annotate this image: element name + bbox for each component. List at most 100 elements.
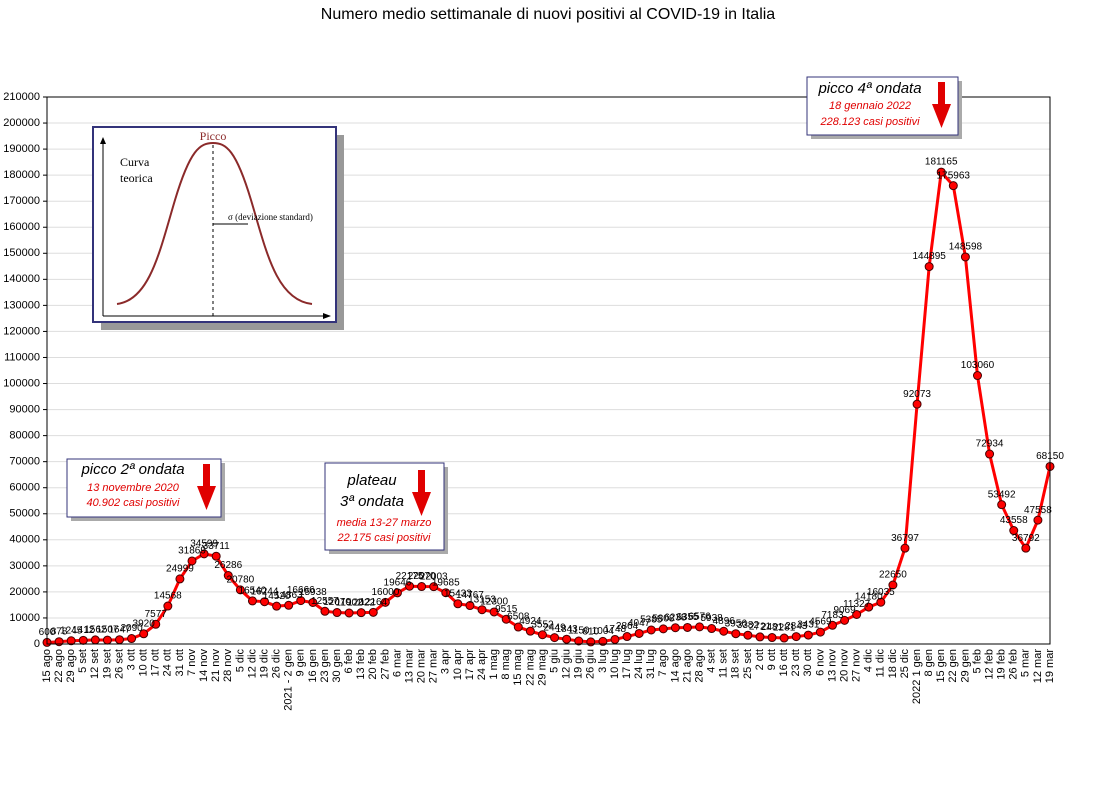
annotation-line: 40.902 casi positivi — [87, 497, 180, 509]
y-tick-label: 160000 — [3, 221, 40, 233]
y-tick-label: 150000 — [3, 247, 40, 259]
x-tick-label: 27 nov — [851, 649, 863, 683]
data-label: 6238 — [664, 612, 687, 623]
data-label: 72934 — [976, 439, 1004, 450]
inset-label: teorica — [120, 171, 153, 185]
data-label: 1748 — [604, 624, 627, 635]
bell-curve — [116, 141, 313, 305]
arrow — [932, 82, 951, 128]
data-point — [513, 622, 523, 632]
x-tick-label: 12 feb — [983, 649, 995, 680]
data-point — [803, 630, 813, 640]
arrow — [197, 464, 216, 510]
annotation-line: 22.175 casi positivi — [337, 532, 431, 544]
data-label: 175963 — [937, 170, 971, 181]
annotation: picco 4ª ondata 18 gennaio 2022 228.123 … — [806, 76, 962, 139]
data-point — [417, 582, 427, 592]
y-tick-label: 70000 — [9, 456, 40, 468]
x-tick-label: 1 mag — [488, 649, 500, 680]
x-tick-label: 31 lug — [645, 649, 657, 679]
inset-title: Picco — [200, 129, 227, 143]
data-label: 1843 — [556, 624, 579, 635]
x-tick-label: 9 ott — [766, 649, 778, 670]
data-point — [840, 615, 850, 625]
x-tick-label: 10 apr — [452, 649, 464, 681]
x-tick-label: 24 ott — [162, 649, 174, 677]
x-tick-label: 31 ott — [174, 649, 186, 677]
x-tick-label: 15 ago — [41, 649, 53, 683]
data-point — [247, 596, 257, 606]
y-tick-label: 130000 — [3, 299, 40, 311]
y-tick-label: 60000 — [9, 482, 40, 494]
x-tick-label: 17 ott — [150, 649, 162, 677]
x-tick-label: 5 set — [77, 649, 89, 673]
annotation-box — [66, 458, 222, 518]
x-tick-label: 14 nov — [198, 649, 210, 683]
x-tick-label: 6 feb — [343, 649, 355, 673]
data-point — [1033, 515, 1043, 525]
data-label: 3920 — [133, 618, 156, 629]
data-label: 1412 — [72, 625, 95, 636]
data-point — [356, 608, 366, 618]
data-point — [658, 624, 668, 634]
data-point — [755, 632, 765, 642]
data-label: 1150 — [568, 626, 590, 637]
x-tick-label: 12 mar — [1032, 649, 1044, 684]
data-point — [719, 626, 729, 636]
data-label: 92073 — [903, 389, 931, 400]
x-tick-label: 19 giu — [573, 649, 585, 679]
data-point — [1021, 543, 1031, 553]
plot-frame — [46, 96, 1051, 645]
arrow — [412, 470, 431, 516]
data-point — [380, 597, 390, 607]
data-label: 810 — [582, 627, 599, 638]
data-point — [670, 623, 680, 633]
data-label: 4896 — [713, 616, 736, 627]
data-point — [550, 633, 560, 643]
x-tick-label: 6 nov — [814, 649, 826, 676]
data-label: 43558 — [1000, 515, 1028, 526]
data-label: 19646 — [384, 577, 412, 588]
data-label: 16666 — [287, 585, 315, 596]
data-label: 22650 — [879, 570, 907, 581]
data-point — [682, 622, 692, 632]
data-point — [368, 607, 378, 617]
x-tick-label: 22 ago — [53, 649, 65, 683]
x-tick-label: 26 feb — [1008, 649, 1020, 680]
data-point — [211, 551, 221, 561]
x-tick-label: 13 nov — [826, 649, 838, 683]
data-point — [78, 635, 88, 645]
data-point — [525, 626, 535, 636]
data-label: 53492 — [988, 489, 1016, 500]
data-point — [465, 601, 475, 611]
data-label: 2481 — [761, 622, 784, 633]
x-tick-label: 26 giu — [585, 649, 597, 679]
x-tick-label: 29 mag — [536, 649, 548, 686]
data-point — [646, 625, 656, 635]
data-point — [972, 371, 982, 381]
x-tick-label: 11 dic — [875, 649, 887, 678]
y-tick-label: 190000 — [3, 143, 40, 155]
data-label: 5808 — [652, 614, 675, 625]
data-label: 2090 — [120, 623, 143, 634]
data-label: 24999 — [166, 564, 194, 575]
data-label: 20780 — [226, 575, 254, 586]
x-tick-label: 11 set — [718, 649, 730, 678]
data-point — [223, 571, 233, 581]
data-point — [707, 624, 717, 634]
x-tick-label: 29 gen — [959, 649, 971, 683]
x-tick-label: 3 apr — [440, 649, 452, 674]
data-point — [574, 636, 584, 646]
data-label: 22175 — [396, 571, 424, 582]
data-label: 36792 — [1012, 533, 1040, 544]
data-label: 12300 — [480, 597, 508, 608]
data-point — [199, 549, 209, 559]
data-label: 2281 — [773, 623, 796, 634]
data-label: 33711 — [203, 541, 231, 552]
x-tick-label: 3 lug — [597, 649, 609, 673]
data-label: 31869 — [178, 546, 206, 557]
data-label: 144895 — [912, 251, 946, 262]
data-label: 11327 — [843, 599, 871, 610]
x-tick-label: 5 giu — [548, 649, 560, 673]
data-point — [175, 574, 185, 584]
